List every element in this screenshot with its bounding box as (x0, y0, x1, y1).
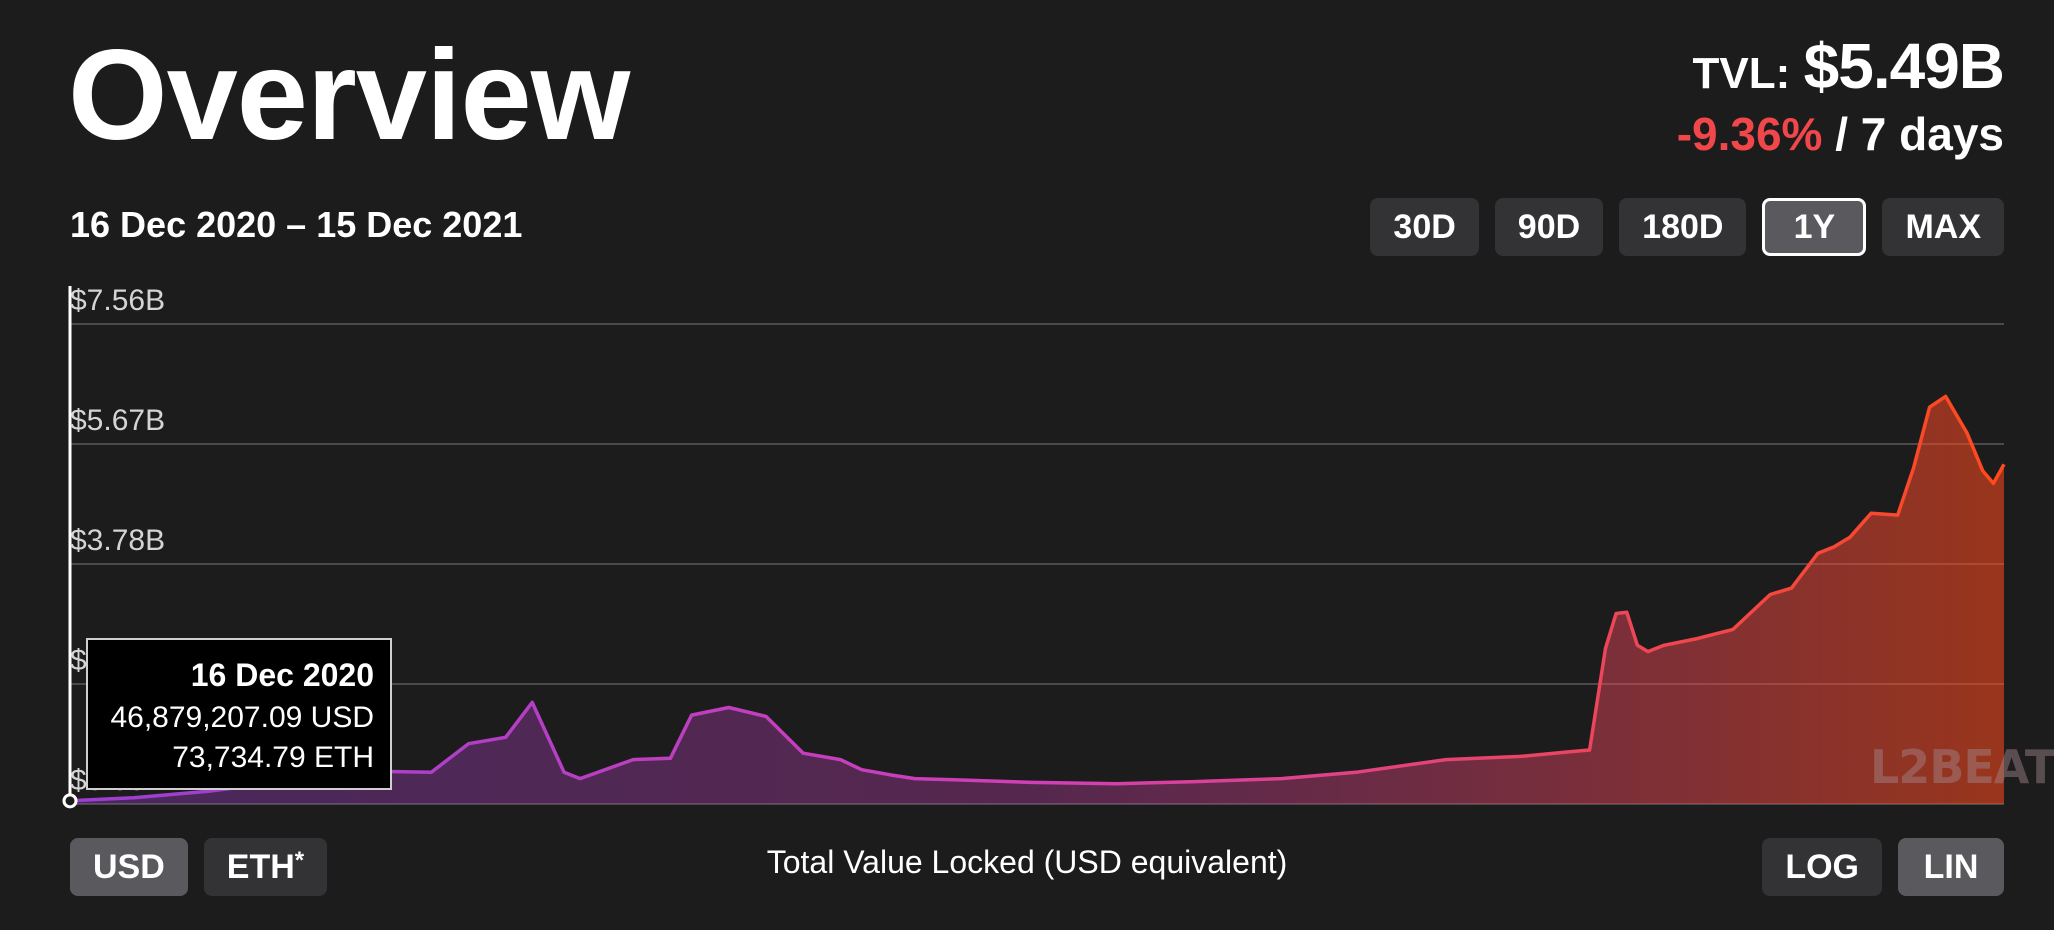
y-tick-label: $3.78B (70, 524, 166, 557)
scale-selector: LOG LIN (1762, 838, 2004, 896)
range-button-max[interactable]: MAX (1882, 198, 2004, 256)
tooltip-eth: 73,734.79 ETH (172, 741, 374, 774)
chart-tooltip: 16 Dec 2020 46,879,207.09 USD 73,734.79 … (86, 638, 392, 790)
eth-label: ETH (226, 847, 295, 886)
chart-caption: Total Value Locked (USD equivalent) (766, 844, 1288, 880)
date-range: 16 Dec 2020 – 15 Dec 2021 (70, 204, 523, 245)
range-button-90d[interactable]: 90D (1494, 198, 1604, 256)
range-button-1y[interactable]: 1Y (1762, 198, 1867, 256)
y-tick-label: $7.56B (70, 284, 166, 317)
tvl-summary: TVL: $5.49B -9.36% / 7 days (1676, 34, 2005, 162)
tooltip-usd: 46,879,207.09 USD (110, 701, 374, 734)
currency-button-eth[interactable]: ETH * (203, 838, 328, 896)
usd-label: USD (93, 847, 165, 886)
page-title: Overview (68, 24, 630, 167)
range-button-30d[interactable]: 30D (1370, 198, 1479, 256)
scale-button-log[interactable]: LOG (1762, 838, 1882, 896)
y-tick-label: $5.67B (70, 404, 166, 437)
l2beat-logo: L2BEAT (1870, 740, 2054, 794)
tvl-label: TVL: (1692, 49, 1791, 98)
tvl-change-period: / 7 days (1835, 108, 2004, 160)
tvl-value: $5.49B (1803, 30, 2005, 102)
scale-button-lin[interactable]: LIN (1898, 838, 2004, 896)
currency-button-usd[interactable]: USD (70, 838, 188, 896)
eth-footnote-mark: * (294, 847, 305, 874)
tvl-change: -9.36% (1676, 108, 1823, 160)
tooltip-date: 16 Dec 2020 (190, 657, 374, 693)
range-button-180d[interactable]: 180D (1619, 198, 1747, 256)
currency-selector: USD ETH * (70, 838, 328, 896)
time-range-selector: 30D 90D 180D 1Y MAX (1370, 198, 2004, 256)
